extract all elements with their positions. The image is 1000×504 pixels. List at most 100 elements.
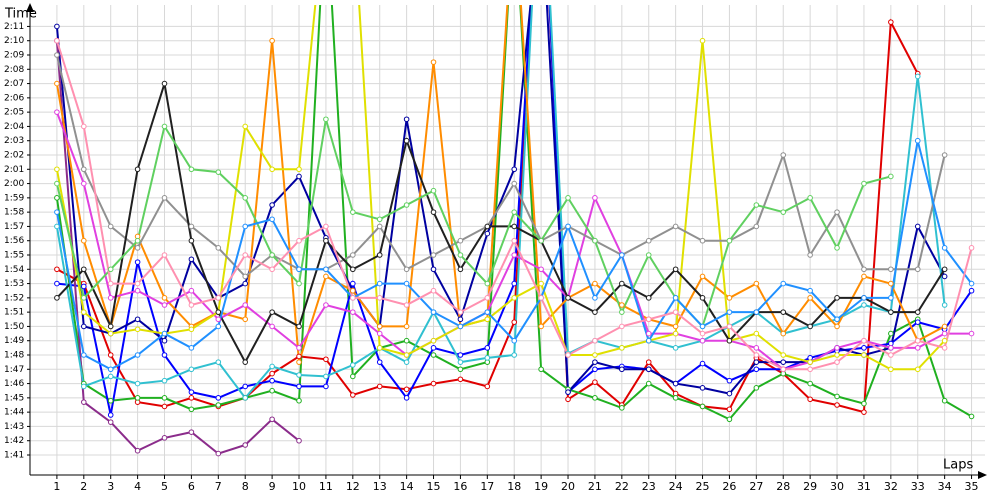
lap-point bbox=[350, 309, 356, 315]
lap-point bbox=[269, 216, 275, 223]
lap-point bbox=[699, 273, 706, 280]
lap-point bbox=[188, 326, 195, 333]
y-tick-label: 1:54 bbox=[4, 265, 24, 275]
lap-point bbox=[215, 245, 222, 251]
lap-point bbox=[592, 280, 598, 287]
lap-point bbox=[296, 383, 302, 390]
lap-point bbox=[134, 447, 141, 454]
lap-point bbox=[914, 319, 921, 325]
lap-point bbox=[430, 287, 437, 294]
lap-point bbox=[242, 273, 249, 280]
y-tick-label: 2:01 bbox=[4, 165, 24, 175]
lap-point bbox=[81, 237, 87, 244]
lap-point bbox=[242, 195, 249, 201]
lap-point bbox=[296, 323, 302, 330]
y-tick-label: 1:57 bbox=[4, 222, 24, 232]
lap-point bbox=[430, 337, 437, 344]
lap-point bbox=[403, 137, 410, 144]
lap-point bbox=[968, 330, 975, 337]
lap-point bbox=[188, 366, 195, 373]
lap-point bbox=[188, 345, 195, 351]
lap-point bbox=[430, 352, 437, 358]
lap-point bbox=[215, 323, 222, 330]
lap-point bbox=[807, 295, 813, 301]
x-tick-label: 23 bbox=[642, 480, 656, 493]
lap-point bbox=[215, 359, 222, 365]
lap-point bbox=[430, 187, 437, 194]
lap-point bbox=[968, 280, 975, 287]
lap-point bbox=[592, 295, 598, 301]
lap-point bbox=[672, 223, 679, 230]
lap-point bbox=[484, 316, 491, 323]
y-tick-label: 1:41 bbox=[4, 451, 24, 461]
lap-point bbox=[376, 280, 383, 287]
y-tick-label: 2:08 bbox=[4, 65, 24, 75]
lap-point bbox=[107, 366, 114, 373]
y-tick-label: 1:56 bbox=[4, 236, 24, 246]
lap-point bbox=[699, 295, 706, 301]
lap-point bbox=[350, 252, 356, 258]
lap-point bbox=[968, 413, 975, 420]
lap-point bbox=[592, 195, 598, 201]
lap-point bbox=[888, 19, 894, 25]
lap-point bbox=[914, 345, 921, 351]
lap-point bbox=[188, 223, 195, 230]
lap-point bbox=[753, 366, 760, 373]
lap-point bbox=[807, 396, 813, 403]
lap-point bbox=[753, 345, 760, 351]
lap-point bbox=[592, 337, 598, 344]
x-tick-label: 3 bbox=[107, 480, 114, 493]
lap-point bbox=[834, 393, 840, 400]
lap-point bbox=[242, 223, 249, 230]
y-tick-label: 1:59 bbox=[4, 193, 24, 203]
lap-point bbox=[323, 302, 329, 308]
x-tick-label: 30 bbox=[830, 480, 844, 493]
lap-point bbox=[350, 373, 356, 380]
x-tick-label: 16 bbox=[453, 480, 467, 493]
x-tick-label: 5 bbox=[161, 480, 168, 493]
x-tick-label: 34 bbox=[938, 480, 952, 493]
lap-point bbox=[323, 356, 329, 363]
lap-point bbox=[484, 309, 491, 315]
lap-point bbox=[807, 195, 813, 201]
lap-point bbox=[242, 395, 249, 401]
x-tick-label: 32 bbox=[884, 480, 898, 493]
lap-point bbox=[269, 252, 275, 258]
x-axis-arrow bbox=[978, 471, 987, 479]
x-tick-label: 13 bbox=[373, 480, 387, 493]
lap-point bbox=[592, 395, 598, 401]
lap-point bbox=[134, 166, 141, 173]
lap-point bbox=[350, 280, 356, 287]
lap-point bbox=[242, 123, 249, 130]
lap-point bbox=[780, 366, 787, 373]
y-tick-label: 2:03 bbox=[4, 136, 24, 146]
lap-point bbox=[81, 352, 87, 358]
lap-point bbox=[134, 280, 141, 287]
series-line bbox=[55, 5, 946, 371]
lap-point bbox=[941, 245, 948, 251]
lap-point bbox=[565, 389, 571, 395]
lap-point bbox=[780, 152, 787, 158]
lap-point bbox=[107, 330, 114, 337]
lap-point bbox=[403, 202, 410, 208]
y-tick-label: 1:53 bbox=[4, 279, 24, 289]
lap-point bbox=[269, 387, 275, 394]
lap-point bbox=[296, 280, 302, 287]
series-line bbox=[55, 119, 892, 329]
lap-point bbox=[161, 80, 168, 87]
lap-point bbox=[323, 266, 329, 273]
series-line bbox=[55, 5, 946, 400]
lap-point bbox=[753, 280, 760, 287]
lap-point bbox=[403, 323, 410, 330]
lap-point bbox=[350, 392, 356, 398]
lap-point bbox=[888, 295, 894, 301]
lap-point bbox=[54, 195, 60, 201]
lap-point bbox=[807, 359, 813, 365]
lap-point bbox=[888, 280, 894, 287]
lap-point bbox=[753, 359, 760, 365]
lap-point bbox=[834, 316, 840, 323]
lap-point bbox=[296, 166, 302, 173]
lap-point bbox=[726, 237, 733, 244]
y-tick-label: 1:48 bbox=[4, 351, 24, 361]
lap-point bbox=[645, 252, 652, 258]
